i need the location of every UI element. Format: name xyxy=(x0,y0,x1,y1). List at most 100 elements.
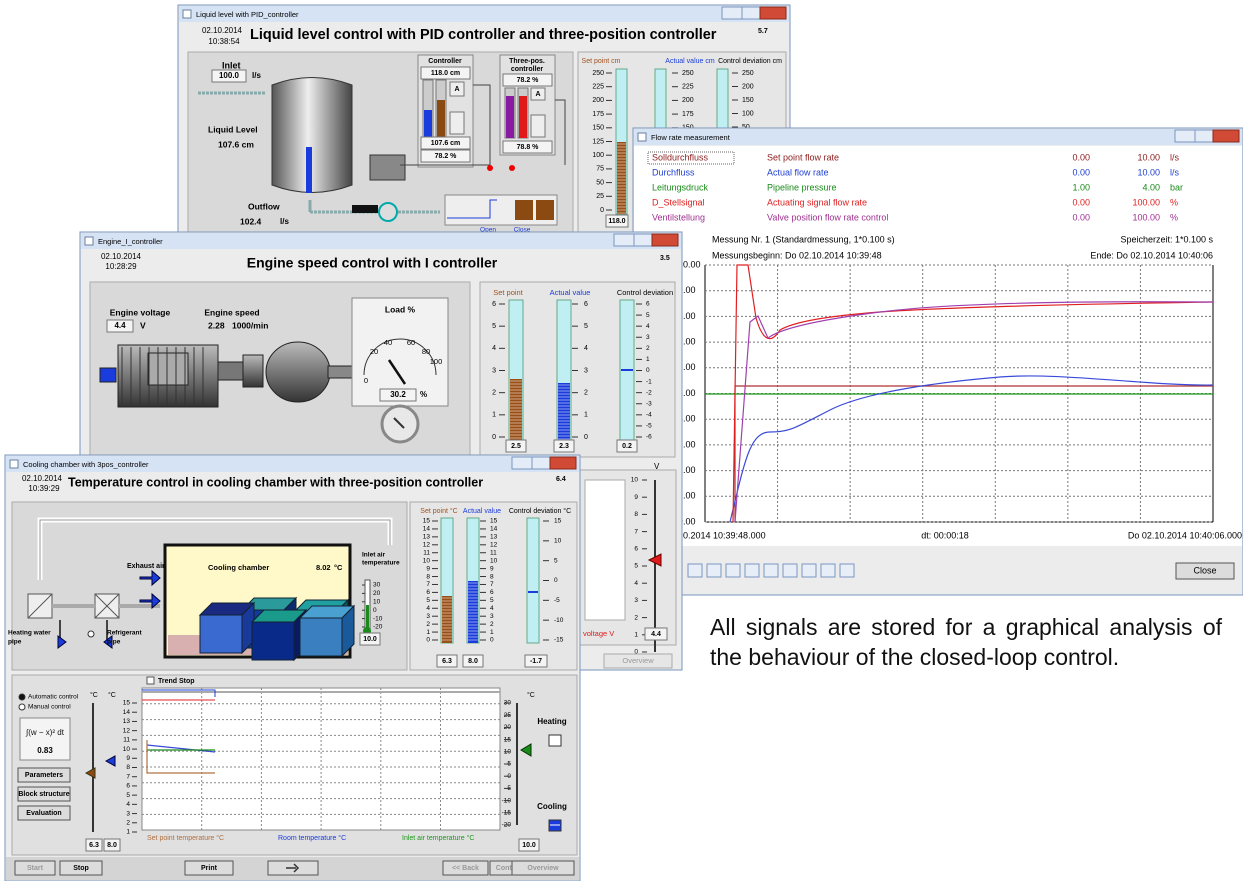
label: Set point xyxy=(493,288,524,297)
legend-cell: Actuating signal flow rate xyxy=(767,197,867,207)
toolbar-button[interactable] xyxy=(745,564,759,577)
tick-label: -10 xyxy=(373,615,383,622)
button-label[interactable]: Overview xyxy=(527,865,559,872)
bar xyxy=(506,96,514,138)
tick-label: 200 xyxy=(592,97,604,104)
toolbar-button[interactable] xyxy=(726,564,740,577)
maximize-button[interactable] xyxy=(742,7,760,19)
toolbar-button[interactable] xyxy=(783,564,797,577)
button-label[interactable]: << Back xyxy=(452,865,479,872)
legend-cell: 4.00 xyxy=(1142,182,1160,192)
label: 102.4 xyxy=(240,216,262,226)
tick-label: 3 xyxy=(646,334,650,341)
label: Cooling chamber xyxy=(208,563,269,572)
close-button[interactable] xyxy=(1213,130,1239,142)
label: Room temperature °C xyxy=(278,834,346,842)
tick-label: 9 xyxy=(490,565,494,572)
display xyxy=(352,205,378,213)
label[interactable]: Automatic control xyxy=(28,694,79,701)
tick-label: 250 xyxy=(682,70,694,77)
legend-cell: Durchfluss xyxy=(652,167,695,177)
button-label[interactable]: Evaluation xyxy=(26,810,61,817)
minimize-button[interactable] xyxy=(614,234,634,246)
valve-bar xyxy=(515,200,533,220)
tick-label: 9 xyxy=(426,565,430,572)
tick-label: 125 xyxy=(592,138,604,145)
radio[interactable] xyxy=(19,704,25,710)
label[interactable]: A xyxy=(535,91,540,98)
valve-actuator xyxy=(370,155,405,180)
button-label[interactable]: Stop xyxy=(73,865,89,872)
terminal xyxy=(100,368,116,382)
motor-plate xyxy=(148,353,188,385)
gauge-label: 40 xyxy=(384,338,392,347)
label: 02.10.2014 xyxy=(202,26,243,35)
pump xyxy=(379,203,397,221)
arrow-buttons[interactable] xyxy=(450,112,464,134)
label: 107.6 cm xyxy=(431,140,461,147)
close-button[interactable] xyxy=(550,457,576,469)
checkbox[interactable] xyxy=(147,677,154,684)
tick-label: 0 xyxy=(584,434,588,441)
tick-label: 8 xyxy=(426,573,430,580)
close-button[interactable] xyxy=(760,7,786,19)
label: dt: 00:00:18 xyxy=(921,530,969,540)
maximize-button[interactable] xyxy=(532,457,550,469)
toolbar-button[interactable] xyxy=(802,564,816,577)
tick-label: 200 xyxy=(682,97,694,104)
close-button[interactable] xyxy=(652,234,678,246)
maximize-button[interactable] xyxy=(634,234,652,246)
cargo xyxy=(252,622,294,660)
radio[interactable] xyxy=(19,694,25,700)
radio[interactable] xyxy=(88,631,94,637)
label[interactable]: A xyxy=(454,86,459,93)
tick-label: 4 xyxy=(584,345,588,352)
tick-label: 6 xyxy=(426,589,430,596)
maximize-button[interactable] xyxy=(1195,130,1213,142)
label: Control deviation cm xyxy=(718,58,782,65)
label: Set point cm xyxy=(582,58,621,65)
label[interactable]: Manual control xyxy=(28,704,71,711)
label: 02.10.2014 xyxy=(101,252,142,261)
tick-label: 7 xyxy=(634,528,638,535)
label: 8.02 xyxy=(316,563,331,572)
tick-label: 150 xyxy=(592,125,604,132)
button-label[interactable]: Overview xyxy=(622,656,654,665)
label[interactable]: Trend Stop xyxy=(158,678,195,685)
button-label[interactable]: Print xyxy=(201,865,218,872)
generator xyxy=(266,342,330,402)
label: 10.2014 10:39:48.000 xyxy=(678,530,766,540)
toolbar-button[interactable] xyxy=(688,564,702,577)
arrow-buttons[interactable] xyxy=(531,115,545,137)
tick-label: 7 xyxy=(426,581,430,588)
button-label[interactable]: Start xyxy=(27,865,44,872)
toolbar-button[interactable] xyxy=(821,564,835,577)
button-label[interactable]: Block structure xyxy=(18,791,69,798)
label: 4.4 xyxy=(651,631,661,638)
label: Control deviation °C xyxy=(509,507,571,515)
tick-label: 5 xyxy=(490,597,494,604)
minimize-button[interactable] xyxy=(512,457,532,469)
tick-label: 5 xyxy=(634,563,638,570)
tick-label: 0 xyxy=(492,434,496,441)
toolbar-button[interactable] xyxy=(707,564,721,577)
button-label[interactable]: Close xyxy=(1193,565,1216,575)
toolbar-button[interactable] xyxy=(764,564,778,577)
window-icon xyxy=(638,133,646,141)
tick-label: 1 xyxy=(584,412,588,419)
tick-label: 13 xyxy=(423,534,431,541)
label: Actual value cm xyxy=(665,58,715,65)
toolbar-button[interactable] xyxy=(840,564,854,577)
window-icon xyxy=(85,237,93,245)
label: Refrigerant xyxy=(107,630,143,637)
tick-label: -6 xyxy=(646,434,652,441)
tick-label: -15 xyxy=(554,637,564,644)
tick-label: 75 xyxy=(596,166,604,173)
heading: Liquid level control with PID controller… xyxy=(250,27,717,43)
tick-label: 4 xyxy=(634,580,638,587)
tick-label: 10 xyxy=(123,746,131,753)
button-label[interactable]: Parameters xyxy=(25,772,63,779)
label: 30.2 xyxy=(390,390,406,399)
minimize-button[interactable] xyxy=(1175,130,1195,142)
minimize-button[interactable] xyxy=(722,7,742,19)
